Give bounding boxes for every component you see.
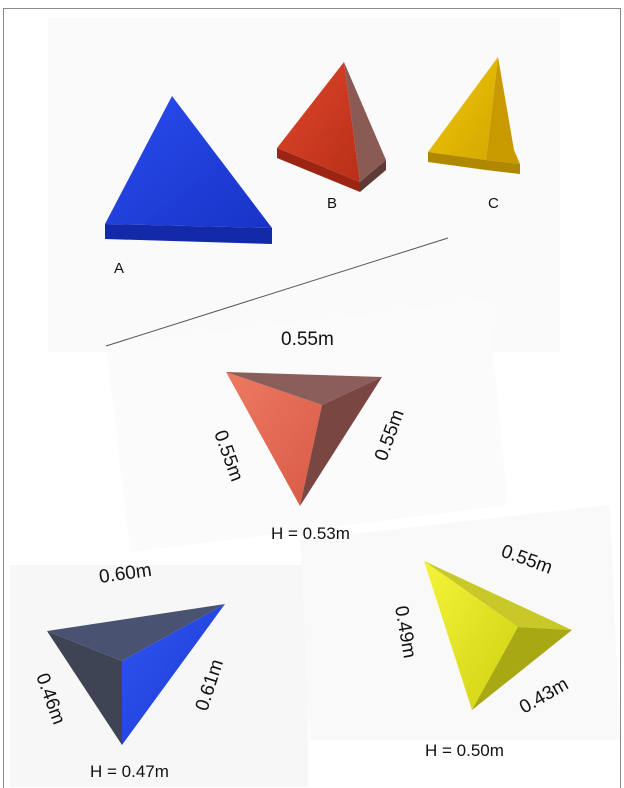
pyramid-b-front-face	[277, 62, 360, 182]
pyramid-c	[428, 57, 520, 174]
blue-pyramid-left-face	[47, 631, 122, 745]
pyramid-c-front-face	[428, 57, 498, 160]
yellow-height-label: H = 0.50m	[425, 741, 504, 760]
pyramid-c-side-face	[486, 57, 520, 164]
pyramid-a	[105, 96, 272, 244]
label-b: B	[327, 195, 337, 212]
blue-pyramid-top-face	[47, 604, 225, 661]
pyramid-a-top-face	[105, 96, 272, 228]
blue-pyramid-top-view	[47, 604, 225, 745]
pyramid-b-base-side	[360, 160, 386, 192]
red-pyramid-left-face	[226, 372, 322, 506]
red-pyramid-right-face	[300, 377, 382, 506]
label-c: C	[488, 195, 499, 212]
red-height-label: H = 0.53m	[271, 524, 350, 543]
label-a: A	[114, 260, 124, 277]
blue-pyramid-right-face	[122, 604, 225, 745]
panel-edge-line	[105, 237, 449, 347]
pyramid-a-side-face	[105, 224, 272, 244]
pyramid-b-side-face	[344, 62, 386, 182]
yellow-pyramid-left-face	[424, 561, 518, 710]
pyramid-b	[277, 62, 386, 192]
pyramid-b-base-front	[277, 148, 360, 192]
yellow-pyramid-right-face	[472, 627, 572, 710]
red-pyramid-top-face	[226, 372, 382, 405]
yellow-pyramid-top-view	[424, 561, 572, 710]
yellow-pyramid-top-face	[424, 561, 572, 630]
pyramid-c-base	[428, 152, 520, 174]
red-pyramid-top-view	[226, 372, 382, 506]
red-top-edge-label: 0.55m	[281, 329, 334, 350]
figure-frame	[3, 8, 621, 788]
blue-height-label: H = 0.47m	[90, 762, 169, 781]
